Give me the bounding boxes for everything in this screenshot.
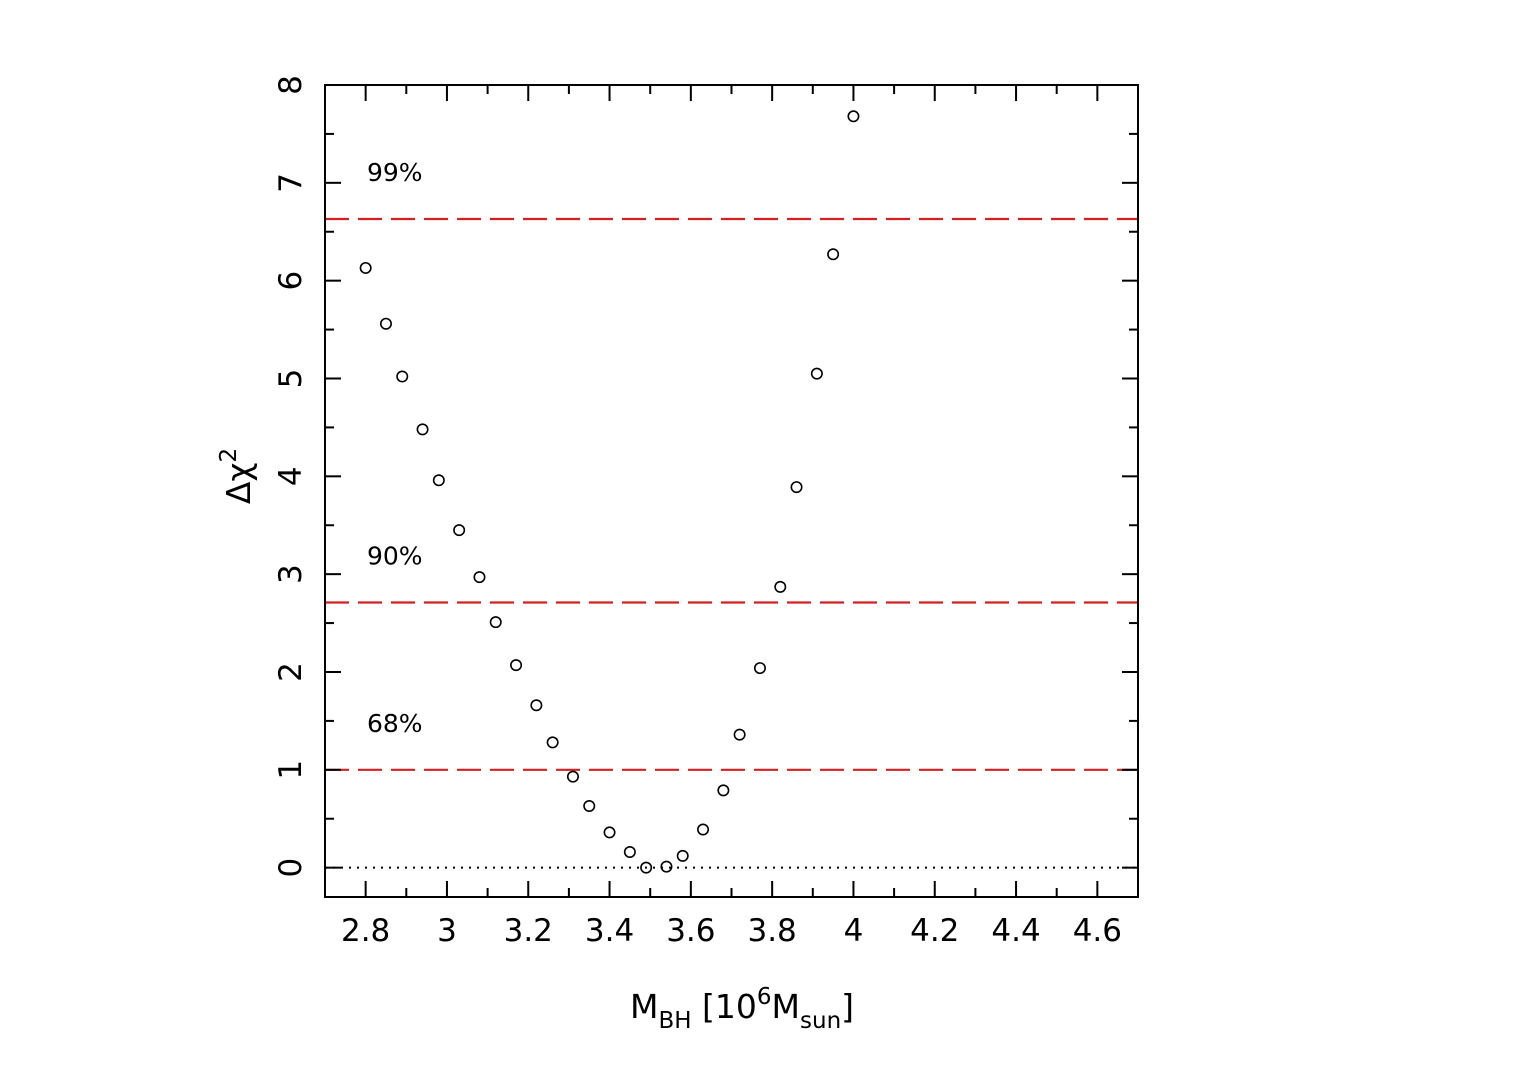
- y-tick-label: 1: [273, 760, 309, 780]
- data-point: [676, 849, 689, 862]
- data-point: [546, 736, 559, 749]
- data-point: [774, 580, 787, 593]
- data-point: [359, 261, 372, 274]
- plot-frame: [324, 84, 1139, 898]
- data-point: [489, 616, 502, 629]
- data-point: [510, 659, 523, 672]
- y-tick-labels: 0 1 2 3 4 5 6 7 8: [273, 75, 309, 877]
- x-tick-label: 3: [437, 913, 457, 949]
- y-tick-label: 8: [273, 75, 309, 95]
- data-point: [530, 699, 543, 712]
- y-tick-label: 7: [273, 173, 309, 193]
- data-point: [566, 770, 579, 783]
- x-tick-labels: 2.8 3 3.2 3.4 3.6 3.8 4 4.2 4.4 4.6: [341, 913, 1122, 949]
- data-point: [753, 662, 766, 675]
- data-point: [416, 423, 429, 436]
- y-tick-label: 2: [273, 662, 309, 682]
- x-tick-label: 4.6: [1073, 913, 1122, 949]
- data-point: [583, 800, 596, 813]
- y-axis-label: Δχ2: [216, 448, 258, 504]
- y-tick-label: 3: [273, 564, 309, 584]
- x-tick-label: 4.4: [991, 913, 1040, 949]
- data-point: [379, 317, 392, 330]
- confidence-labels: 99% 90% 68%: [367, 158, 423, 738]
- confidence-label: 99%: [367, 158, 423, 187]
- data-point: [847, 110, 860, 123]
- x-tick-label: 4.2: [910, 913, 959, 949]
- data-point: [623, 845, 636, 858]
- x-tick-label: 3.2: [504, 913, 553, 949]
- confidence-label: 90%: [367, 542, 423, 571]
- x-tick-label: 2.8: [341, 913, 390, 949]
- y-tick-label: 0: [273, 858, 309, 878]
- axis-ticks: [325, 85, 1138, 897]
- data-point: [396, 370, 409, 383]
- y-tick-label: 5: [273, 369, 309, 389]
- data-point: [432, 474, 445, 487]
- x-tick-label: 3.8: [747, 913, 796, 949]
- y-tick-label: 4: [273, 466, 309, 486]
- confidence-label: 68%: [367, 709, 423, 738]
- data-points: [359, 110, 860, 874]
- x-tick-label: 4: [844, 913, 864, 949]
- data-point: [733, 728, 746, 741]
- data-point: [640, 861, 653, 874]
- y-tick-label: 6: [273, 271, 309, 291]
- data-point: [790, 481, 803, 494]
- data-point: [603, 826, 616, 839]
- x-tick-label: 3.4: [585, 913, 634, 949]
- data-point: [697, 823, 710, 836]
- x-axis-label: MBH [106Msun]: [630, 984, 854, 1034]
- data-point: [473, 571, 486, 584]
- x-tick-label: 3.6: [666, 913, 715, 949]
- data-point: [660, 860, 673, 873]
- data-point: [717, 784, 730, 797]
- reference-lines: [325, 217, 1138, 869]
- data-point: [810, 367, 823, 380]
- data-point: [827, 248, 840, 261]
- data-point: [453, 524, 466, 537]
